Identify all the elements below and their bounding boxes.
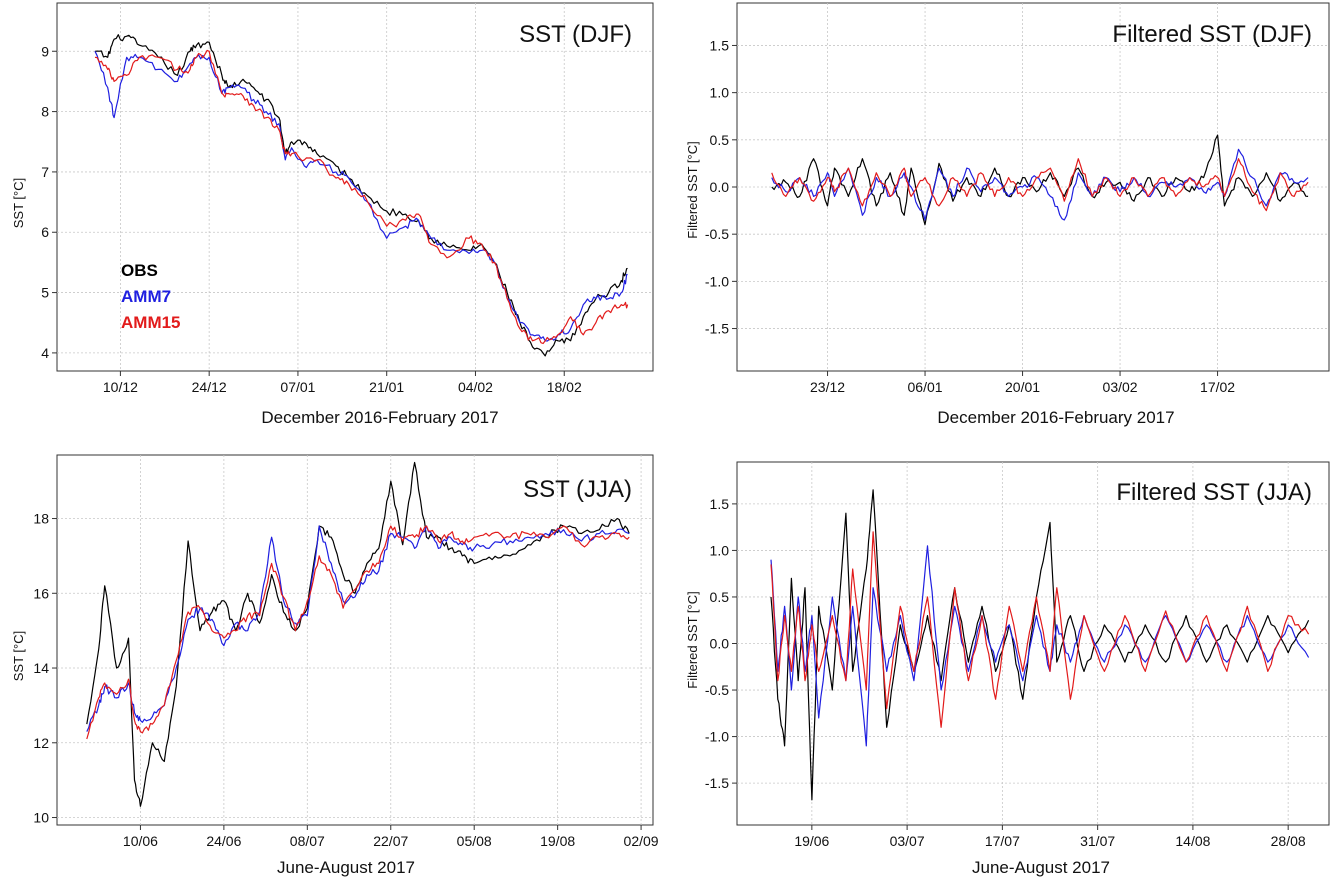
djf-sst-xtick-label: 18/02 [547, 379, 582, 395]
jja-filtered-ytick-label: 0.0 [710, 636, 730, 652]
legend-amm15: AMM15 [121, 313, 181, 332]
jja-sst-xlabel: June-August 2017 [277, 858, 415, 877]
jja-filtered-xtick-label: 28/08 [1271, 833, 1306, 849]
jja-filtered-ytick-label: -0.5 [705, 682, 729, 698]
jja-filtered-ytick-label: 1.0 [710, 542, 730, 558]
jja-sst-xtick-label: 24/06 [206, 833, 241, 849]
djf-sst-xtick-label: 07/01 [280, 379, 315, 395]
jja-sst-ytick-label: 16 [33, 585, 49, 601]
jja-sst-series-amm15-line [86, 525, 630, 740]
jja-sst-panel: 10/06 24/06 08/07 22/07 05/08 19/08 02/09 10 12 1… [11, 454, 659, 877]
djf-sst-panel: 10/12 24/12 07/01 21/01 04/02 18/02 4 5 6 7 8 9 SST… [11, 2, 654, 427]
djf-filtered-xtick-label: 20/01 [1005, 379, 1040, 395]
jja-sst-ytick-label: 12 [33, 735, 49, 751]
djf-sst-ytick-label: 7 [41, 164, 49, 180]
djf-filtered-series-obs-line [771, 134, 1309, 226]
jja-sst-xtick-label: 02/09 [624, 833, 659, 849]
jja-sst-xtick-label: 05/08 [457, 833, 492, 849]
jja-filtered-xlabel: June-August 2017 [972, 858, 1110, 877]
djf-sst-ytick-label: 6 [41, 224, 49, 240]
jja-filtered-ytick-label: -1.5 [705, 775, 729, 791]
djf-sst-ytick-label: 5 [41, 285, 49, 301]
jja-sst-ytick-label: 10 [33, 810, 49, 826]
djf-sst-title: SST (DJF) [519, 21, 632, 48]
jja-filtered-xtick-label: 31/07 [1080, 833, 1115, 849]
legend-obs: OBS [121, 261, 158, 280]
jja-filtered-title: Filtered SST (JJA) [1116, 479, 1312, 506]
jja-filtered-ytick-label: 1.5 [710, 496, 730, 512]
djf-filtered-panel: 23/12 06/01 20/01 03/02 17/02 -1.5 -1.0 -0.5 0.0… [685, 2, 1330, 427]
jja-sst-ylabel: SST [°C] [11, 631, 26, 681]
djf-sst-series-obs-line [94, 34, 628, 357]
djf-filtered-series-amm7-line [771, 148, 1309, 221]
jja-filtered-series-obs-line [770, 489, 1310, 801]
djf-filtered-ylabel: Filtered SST [°C] [685, 141, 700, 238]
jja-filtered-panel: 19/06 03/07 17/07 31/07 14/08 28/08 -1.5 -1.0 -0… [685, 461, 1330, 877]
jja-filtered-xtick-label: 17/07 [985, 833, 1020, 849]
legend-amm7: AMM7 [121, 287, 171, 306]
djf-sst-xtick-label: 04/02 [458, 379, 493, 395]
djf-sst-ylabel: SST [°C] [11, 178, 26, 228]
jja-sst-series-amm7-line [86, 525, 630, 732]
jja-filtered-xtick-label: 03/07 [890, 833, 925, 849]
jja-filtered-ytick-label: -1.0 [705, 729, 729, 745]
djf-filtered-xlabel: December 2016-February 2017 [937, 408, 1174, 427]
jja-sst-ytick-label: 18 [33, 511, 49, 527]
djf-sst-ytick-label: 4 [41, 345, 49, 361]
djf-filtered-xtick-label: 06/01 [908, 379, 943, 395]
jja-sst-plot-frame [56, 454, 654, 826]
jja-filtered-series-amm15-line [770, 531, 1310, 728]
jja-filtered-xtick-label: 14/08 [1175, 833, 1210, 849]
djf-sst-ytick-label: 8 [41, 104, 49, 120]
jja-sst-xtick-label: 22/07 [373, 833, 408, 849]
djf-filtered-ytick-label: 0.0 [710, 179, 730, 195]
djf-filtered-ytick-label: -1.0 [705, 273, 729, 289]
jja-sst-xtick-label: 19/08 [540, 833, 575, 849]
djf-filtered-ytick-label: 0.5 [710, 132, 730, 148]
jja-filtered-xtick-label: 19/06 [794, 833, 829, 849]
djf-filtered-xtick-label: 03/02 [1103, 379, 1138, 395]
jja-filtered-ytick-label: 0.5 [710, 589, 730, 605]
djf-sst-xtick-label: 24/12 [192, 379, 227, 395]
djf-sst-plot-frame [56, 2, 654, 372]
djf-sst-series-amm15-line [94, 49, 629, 345]
djf-sst-xtick-label: 10/12 [103, 379, 138, 395]
jja-sst-xtick-label: 10/06 [123, 833, 158, 849]
djf-sst-series-amm7-line [94, 51, 628, 342]
jja-sst-ytick-label: 14 [33, 660, 49, 676]
djf-filtered-ytick-label: -0.5 [705, 226, 729, 242]
djf-filtered-ytick-label: -1.5 [705, 321, 729, 337]
djf-filtered-xtick-label: 17/02 [1200, 379, 1235, 395]
djf-sst-xlabel: December 2016-February 2017 [261, 408, 498, 427]
djf-filtered-title: Filtered SST (DJF) [1112, 21, 1312, 48]
djf-sst-xtick-label: 21/01 [369, 379, 404, 395]
jja-sst-xtick-label: 08/07 [290, 833, 325, 849]
jja-sst-title: SST (JJA) [523, 476, 632, 503]
jja-filtered-ylabel: Filtered SST [°C] [685, 591, 700, 688]
djf-filtered-series-amm15-line [771, 158, 1309, 212]
djf-filtered-xtick-label: 23/12 [810, 379, 845, 395]
jja-sst-series-obs-line [86, 461, 630, 807]
djf-filtered-ytick-label: 1.5 [710, 37, 730, 53]
djf-sst-ytick-label: 9 [41, 43, 49, 59]
djf-filtered-ytick-label: 1.0 [710, 85, 730, 101]
